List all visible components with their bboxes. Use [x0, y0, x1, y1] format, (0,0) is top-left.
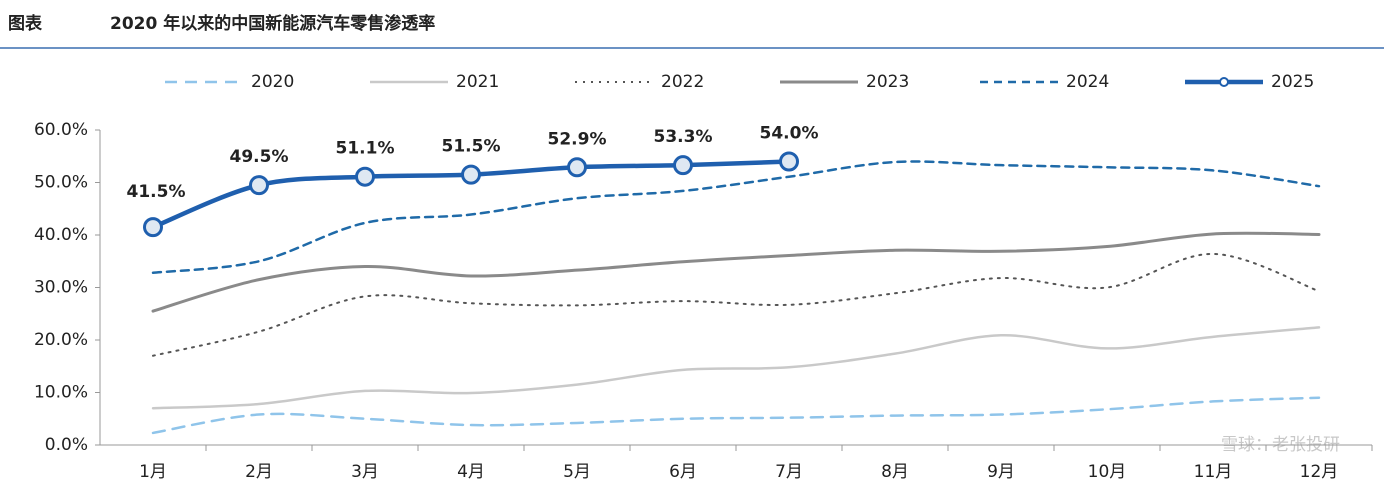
legend-label: 2021 — [456, 72, 499, 92]
point-marker — [355, 166, 375, 187]
x-tick-label: 8月 — [881, 462, 909, 482]
x-tick-label: 3月 — [351, 462, 379, 482]
series-line — [151, 396, 1321, 435]
data-label: 51.1% — [336, 139, 395, 159]
data-label: 54.0% — [760, 124, 819, 144]
point-marker — [461, 164, 481, 185]
series-line — [151, 326, 1321, 410]
series-line — [151, 231, 1321, 313]
y-tick-label: 0.0% — [45, 435, 88, 455]
x-tick-label: 10月 — [1088, 462, 1127, 482]
legend-label: 2025 — [1271, 72, 1314, 92]
y-tick-label: 50.0% — [34, 173, 88, 193]
legend-label: 2022 — [661, 72, 704, 92]
data-label: 51.5% — [442, 137, 501, 157]
x-tick-label: 5月 — [563, 462, 591, 482]
x-tick-label: 4月 — [457, 462, 485, 482]
legend-label: 2020 — [251, 72, 294, 92]
data-label: 49.5% — [230, 147, 289, 167]
y-tick-label: 10.0% — [34, 383, 88, 403]
data-label: 52.9% — [548, 129, 607, 149]
x-tick-label: 11月 — [1194, 462, 1233, 482]
legend-marker — [1219, 77, 1229, 87]
series-line — [152, 252, 1320, 357]
data-label: 41.5% — [127, 182, 186, 202]
y-tick-label: 30.0% — [34, 278, 88, 298]
legend-label: 2024 — [1066, 72, 1109, 92]
point-marker — [143, 217, 163, 238]
x-tick-label: 7月 — [775, 462, 803, 482]
x-tick-label: 2月 — [245, 462, 273, 482]
x-tick-label: 6月 — [669, 462, 697, 482]
y-tick-label: 40.0% — [34, 225, 88, 245]
x-tick-label: 9月 — [987, 462, 1015, 482]
data-label: 53.3% — [654, 127, 713, 147]
point-marker — [673, 155, 693, 176]
chart-label: 图表 — [8, 13, 43, 34]
legend-label: 2023 — [866, 72, 909, 92]
point-marker — [779, 151, 799, 172]
point-marker — [567, 157, 587, 178]
y-tick-label: 60.0% — [34, 120, 88, 140]
series-line — [151, 160, 1321, 275]
chart-title: 2020 年以来的中国新能源汽车零售渗透率 — [110, 13, 435, 34]
x-tick-label: 12月 — [1300, 462, 1339, 482]
x-tick-label: 1月 — [139, 462, 167, 482]
point-marker — [249, 175, 269, 196]
y-tick-label: 20.0% — [34, 330, 88, 350]
